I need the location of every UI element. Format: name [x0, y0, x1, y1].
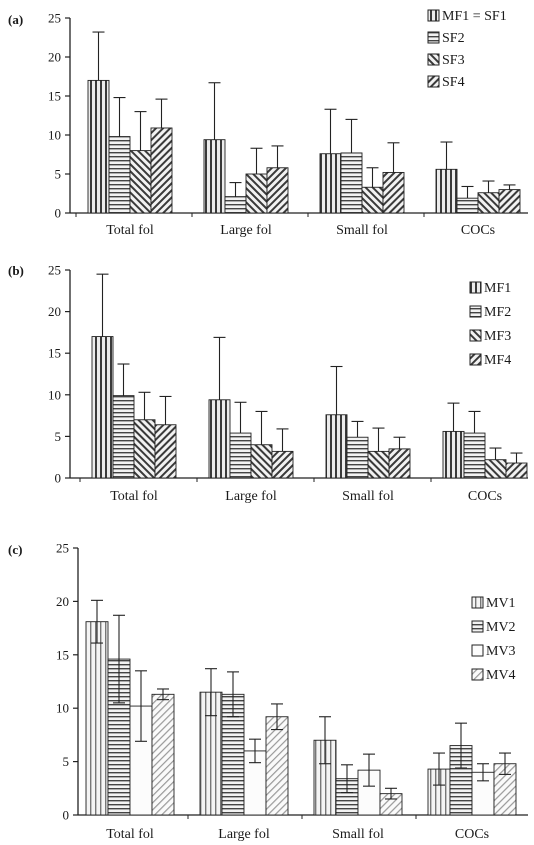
x-tick-label-cocs: COCs	[455, 827, 489, 842]
bar-mv1-total-fol	[85, 621, 109, 816]
bar-mf4-total-fol	[154, 424, 177, 479]
y-tick-label: 15	[48, 89, 61, 104]
y-tick-label: 20	[48, 304, 61, 319]
legend-label-mf1: MF1	[484, 281, 511, 296]
legend-swatch-sf2	[427, 31, 440, 44]
chart-panel-3: (c) 0 5 10 15 20 25 Total fol Large fol Small fol…	[8, 541, 528, 842]
chart-panel-2: (b) 0 5 10 15 20 25 Total fol Large fol Small fol…	[8, 263, 528, 504]
bar-mf1-sf1-large-fol	[203, 139, 226, 214]
bar-sf4-cocs	[498, 189, 521, 214]
bar-mf3-total-fol	[133, 419, 156, 479]
bar-mf4-large-fol	[271, 450, 294, 479]
y-tick-label: 0	[55, 471, 62, 486]
y-tick-label: 5	[63, 754, 70, 769]
legend-swatch-mf2	[469, 305, 482, 318]
legend-label-mv4: MV4	[486, 668, 516, 683]
bar-mf1-small-fol	[325, 414, 348, 479]
x-tick-label-large-fol: Large fol	[220, 223, 272, 238]
y-tick-label: 10	[56, 701, 69, 716]
legend-label-mv3: MV3	[486, 644, 516, 659]
y-tick-label: 20	[48, 50, 61, 65]
chart-panel-1: (a) 0 5 10 15 20 25 Total fol Large fol Small fol…	[8, 9, 528, 238]
x-tick-label-total-fol: Total fol	[110, 489, 158, 504]
legend-swatch-mv3	[471, 644, 484, 657]
bar-mf2-small-fol	[346, 436, 369, 479]
panel-label: (b)	[8, 263, 24, 278]
bar-sf4-small-fol	[382, 171, 405, 214]
bar-mf2-total-fol	[112, 395, 135, 479]
bar-sf4-total-fol	[150, 127, 173, 214]
bar-sf3-total-fol	[129, 150, 152, 214]
bar-mf3-small-fol	[367, 450, 390, 479]
x-tick-label-large-fol: Large fol	[218, 827, 270, 842]
bar-mf1-total-fol	[91, 336, 114, 479]
legend-label-mv1: MV1	[486, 596, 516, 611]
y-tick-label: 20	[56, 594, 69, 609]
legend-swatch-mf4	[469, 353, 482, 366]
y-tick-label: 25	[56, 541, 69, 556]
y-tick-label: 5	[55, 429, 62, 444]
bar-sf2-small-fol	[340, 152, 363, 214]
bar-mv4-large-fol	[265, 716, 289, 816]
bar-sf2-cocs	[456, 197, 479, 214]
bar-mf2-large-fol	[229, 432, 252, 479]
legend-swatch-sf3	[427, 53, 440, 66]
y-tick-label: 15	[48, 346, 61, 361]
legend-label-mv2: MV2	[486, 620, 516, 635]
x-tick-label-cocs: COCs	[468, 489, 502, 504]
legend: MF1 MF2 MF3 MF4	[469, 281, 511, 368]
bar-mf1-sf1-cocs	[435, 168, 458, 214]
legend-label-sf2: SF2	[442, 31, 465, 46]
bar-mf2-cocs	[463, 432, 486, 479]
legend: MF1 = SF1 SF2 SF3 SF4	[427, 9, 507, 90]
x-tick-label-small-fol: Small fol	[332, 827, 384, 842]
y-tick-label: 15	[56, 647, 69, 662]
bar-mf4-small-fol	[388, 448, 411, 479]
bar-mf1-sf1-small-fol	[319, 153, 342, 214]
bar-mf4-cocs	[505, 462, 528, 479]
x-tick-label-cocs: COCs	[461, 223, 495, 238]
bar-mf3-cocs	[484, 459, 507, 479]
x-tick-label-small-fol: Small fol	[336, 223, 388, 238]
bar-sf3-cocs	[477, 192, 500, 214]
bar-mf3-large-fol	[250, 444, 273, 479]
bar-sf4-large-fol	[266, 167, 289, 214]
bar-mf1-large-fol	[208, 399, 231, 479]
bar-mf1-sf1-total-fol	[87, 79, 110, 214]
legend-label-mf2: MF2	[484, 305, 511, 320]
panel-label: (c)	[8, 542, 22, 557]
legend-label-sf3: SF3	[442, 53, 465, 68]
legend-swatch-mv2	[471, 620, 484, 633]
x-tick-label-small-fol: Small fol	[342, 489, 394, 504]
bar-sf3-large-fol	[245, 173, 268, 214]
y-tick-label: 25	[48, 11, 61, 26]
panel-label: (a)	[8, 12, 23, 27]
y-tick-label: 0	[63, 808, 70, 823]
legend-label-mf1-sf1: MF1 = SF1	[442, 9, 507, 24]
bar-mv4-total-fol	[151, 693, 175, 816]
legend-swatch-mv1	[471, 596, 484, 609]
bar-mf1-cocs	[442, 430, 465, 479]
x-tick-label-total-fol: Total fol	[106, 223, 154, 238]
legend-label-sf4: SF4	[442, 75, 465, 90]
legend-swatch-sf4	[427, 75, 440, 88]
legend-swatch-mf1	[469, 281, 482, 294]
bar-sf3-small-fol	[361, 186, 384, 214]
x-tick-label-large-fol: Large fol	[225, 489, 277, 504]
bar-sf2-total-fol	[108, 136, 131, 214]
y-tick-label: 5	[55, 167, 62, 182]
legend-label-mf3: MF3	[484, 329, 511, 344]
legend: MV1 MV2 MV3 MV4	[471, 596, 516, 683]
legend-swatch-mf3	[469, 329, 482, 342]
y-tick-label: 10	[48, 387, 61, 402]
y-tick-label: 10	[48, 128, 61, 143]
y-tick-label: 0	[55, 206, 62, 221]
bar-sf2-large-fol	[224, 196, 247, 214]
y-tick-label: 25	[48, 263, 61, 278]
x-tick-label-total-fol: Total fol	[106, 827, 154, 842]
legend-label-mf4: MF4	[484, 353, 511, 368]
legend-swatch-mf1-sf1	[427, 9, 440, 22]
legend-swatch-mv4	[471, 668, 484, 681]
